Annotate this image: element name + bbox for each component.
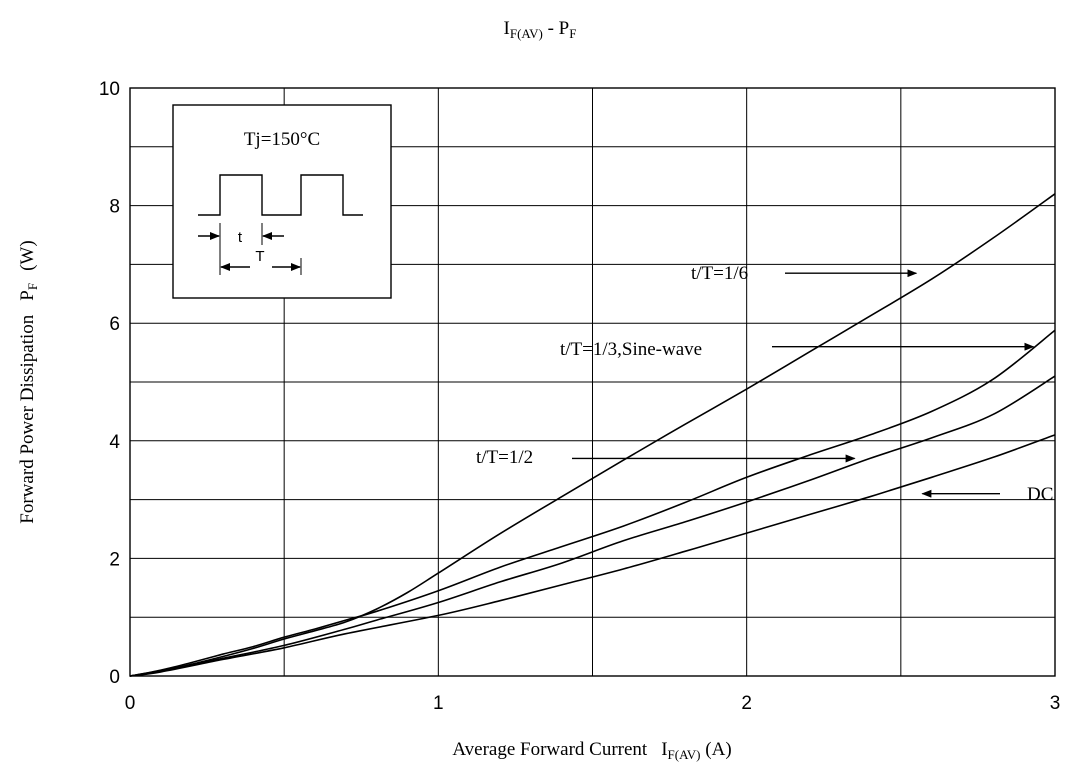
x-axis-subscript: F(AV) — [668, 747, 701, 762]
inset-box: Tj=150°C t T — [172, 104, 392, 299]
annotation-label-1-3-sine: t/T=1/3,Sine-wave — [560, 339, 702, 360]
annotation-label-1-6: t/T=1/6 — [691, 263, 748, 284]
x-tick-label: 2 — [741, 693, 752, 714]
series-line-0 — [129, 193, 1056, 677]
x-tick-label: 1 — [433, 693, 444, 714]
x-tick-labels: 0 1 2 3 — [125, 693, 1061, 714]
inset-temperature-label: Tj=150°C — [244, 129, 320, 150]
y-axis-symbol: P — [17, 290, 38, 301]
title-sub-1: F(AV) — [510, 26, 543, 41]
x-axis-symbol: I — [661, 739, 667, 760]
series-lines — [129, 193, 1056, 677]
x-tick-label: 3 — [1050, 693, 1061, 714]
y-tick-label: 0 — [109, 667, 120, 688]
x-axis-unit: (A) — [701, 739, 732, 760]
y-axis-subscript: F — [25, 283, 40, 290]
y-tick-label: 8 — [109, 197, 120, 218]
y-axis-label: Forward Power Dissipation PF (W) — [17, 240, 40, 523]
x-axis-label: Average Forward Current IF(AV) (A) — [452, 739, 731, 762]
annotation-label-dc: DC — [1027, 484, 1053, 505]
chart-title: IF(AV) - PF — [504, 18, 577, 41]
title-sym-2: P — [559, 18, 570, 39]
annotations: t/T=1/6 t/T=1/3,Sine-wave t/T=1/2 DC — [476, 263, 1053, 505]
title-sym-1: I — [504, 18, 510, 39]
x-axis-text: Average Forward Current — [452, 739, 648, 760]
y-tick-label: 2 — [109, 549, 120, 570]
y-tick-label: 10 — [99, 79, 120, 100]
inset-t-label: t — [238, 229, 243, 246]
series-line-2 — [129, 375, 1056, 677]
inset-pulse-waveform — [198, 174, 363, 216]
title-sep: - — [543, 18, 559, 39]
x-tick-label: 0 — [125, 693, 136, 714]
y-axis-unit: (W) — [17, 240, 38, 271]
title-sub-2: F — [569, 26, 576, 41]
inset-T-label: T — [255, 248, 264, 265]
y-axis-text: Forward Power Dissipation — [17, 314, 38, 523]
y-tick-label: 4 — [109, 432, 120, 453]
y-tick-labels: 0 2 4 6 8 10 — [99, 79, 121, 688]
series-line-1 — [129, 329, 1056, 677]
inset-frame — [172, 104, 392, 299]
series-line-3 — [129, 434, 1056, 677]
annotation-label-1-2: t/T=1/2 — [476, 447, 533, 468]
y-tick-label: 6 — [109, 314, 120, 335]
